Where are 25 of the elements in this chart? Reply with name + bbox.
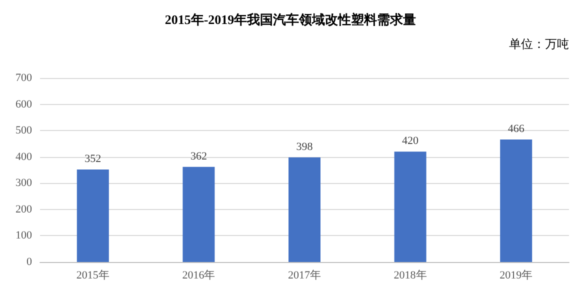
- y-tick-label: 400: [16, 150, 32, 163]
- x-tick-label: 2016年: [182, 270, 216, 282]
- y-tick-label: 0: [26, 256, 32, 268]
- y-tick-label: 500: [16, 124, 32, 137]
- data-label: 398: [296, 140, 314, 153]
- bar: [500, 140, 532, 262]
- x-tick-label: 2015年: [76, 270, 110, 282]
- bar: [394, 152, 426, 262]
- x-tick-label: 2018年: [394, 270, 427, 282]
- y-tick-label: 300: [16, 177, 32, 190]
- y-tick-label: 600: [16, 98, 32, 110]
- bar: [182, 166, 215, 262]
- data-label: 466: [508, 123, 525, 136]
- data-label: 420: [402, 135, 420, 148]
- data-label: 352: [84, 152, 102, 165]
- bar: [288, 157, 320, 262]
- bar: [76, 169, 109, 262]
- y-tick-label: 100: [16, 230, 32, 242]
- chart-title: 2015年-2019年我国汽车领域改性塑料需求量: [164, 12, 416, 27]
- y-tick-label: 700: [16, 72, 32, 84]
- text: 单位：万吨: [509, 37, 569, 51]
- x-tick-label: 2019年: [500, 270, 533, 282]
- x-tick-label: 2017年: [288, 270, 321, 282]
- data-label: 362: [190, 150, 207, 162]
- y-tick-label: 200: [16, 203, 32, 216]
